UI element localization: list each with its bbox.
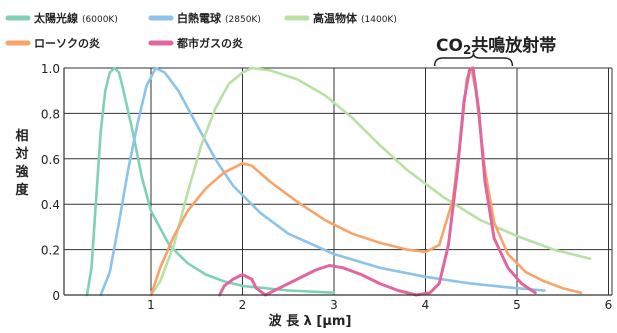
x-tick-label: 1 — [147, 298, 155, 312]
y-tick-label: 0.4 — [41, 198, 60, 212]
legend-label: 白熱電球 — [177, 11, 222, 25]
y-tick-label: 1.0 — [41, 62, 60, 76]
y-tick-label: 0.6 — [41, 153, 60, 167]
legend-item-1: 白熱電球 (2850K) — [148, 11, 261, 25]
y-tick-label: 0.8 — [41, 107, 60, 121]
legend-detail: (1400K) — [361, 15, 397, 25]
co2-annotation-label: CO2共鳴放射帯 — [436, 35, 556, 57]
y-tick-label: 0 — [52, 289, 60, 303]
legend-label: 太陽光線 — [33, 11, 78, 25]
axes: 0 0.2 0.4 0.6 0.8 1.0 1 2 3 4 5 6 波 長 λ [μm] 相対強度 — [14, 62, 613, 329]
legend-label: ローソクの炎 — [34, 37, 100, 50]
x-tick-label: 4 — [422, 298, 430, 312]
y-axis-title: 相対強度 — [14, 128, 29, 198]
x-axis-title: 波 長 λ [μm] — [269, 313, 352, 329]
series-3-line — [149, 66, 583, 297]
plot-series — [85, 66, 592, 297]
series-1-line — [99, 66, 546, 297]
series-4-line — [218, 66, 537, 297]
legend-detail: (6000K) — [82, 15, 118, 25]
series-2-line — [149, 66, 592, 297]
legend-item-0: 太陽光線 (6000K) — [5, 11, 118, 25]
co2-annotation: CO2共鳴放射帯 — [433, 35, 556, 67]
series-0-line — [85, 66, 336, 297]
x-tick-label: 5 — [513, 298, 521, 312]
plot-grid — [64, 67, 612, 296]
legend-detail: (2850K) — [225, 15, 261, 25]
x-tick-label: 3 — [330, 298, 338, 312]
legend: 太陽光線 (6000K) 白熱電球 (2850K) 高温物体 (1400K) ローソクの炎 都… — [5, 11, 397, 50]
x-tick-label: 2 — [239, 298, 247, 312]
legend-item-2: 高温物体 (1400K) — [284, 11, 397, 25]
legend-item-3: ローソクの炎 — [5, 37, 100, 50]
legend-item-4: 都市ガスの炎 — [148, 36, 243, 50]
y-tick-label: 0.2 — [41, 244, 60, 258]
legend-label: 都市ガスの炎 — [176, 36, 243, 50]
co2-bracket — [433, 52, 514, 67]
legend-label: 高温物体 — [313, 11, 358, 25]
x-tick-label: 6 — [605, 298, 613, 312]
